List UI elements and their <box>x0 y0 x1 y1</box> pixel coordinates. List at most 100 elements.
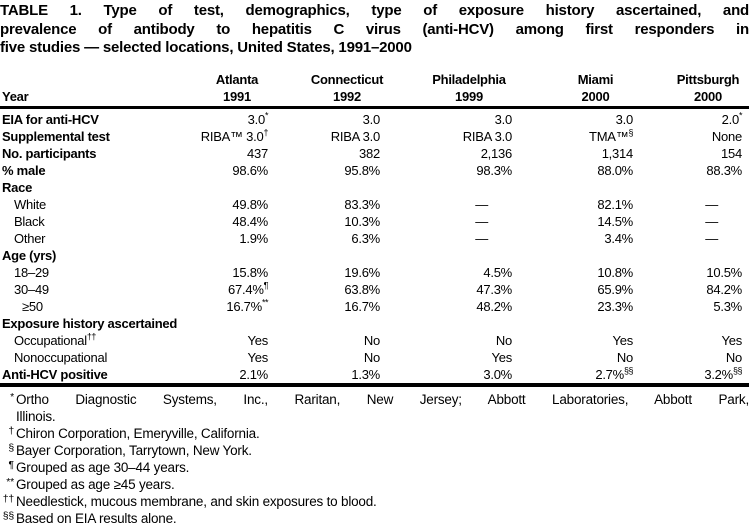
cell-value: 1.3% <box>280 365 392 387</box>
footnote-marker: †† <box>2 492 14 505</box>
cell-value: 98.3% <box>476 162 512 178</box>
row-label: 30–49 <box>14 281 49 297</box>
cell-value: 14.5% <box>597 213 633 229</box>
table-row: Occupational†† Yes No No Yes Yes <box>0 332 749 349</box>
year-label: Year <box>0 87 172 109</box>
column-header-city: Connecticut <box>310 71 384 87</box>
cell-value: 2,136 <box>480 145 513 161</box>
column-header-city: Atlanta <box>215 71 259 87</box>
column-header-city: Philadelphia <box>432 71 506 87</box>
table-row: 30–49 67.4%¶ 63.8% 47.3% 65.9% 84.2% <box>0 281 749 298</box>
footnote-marker: † <box>8 424 14 437</box>
cell-value: 3.0 <box>362 111 381 127</box>
cell-value: 3.0% <box>392 365 524 387</box>
cell-value: — <box>705 196 718 212</box>
cell-value: 98.6% <box>232 162 268 178</box>
footnote-text: Based on EIA results alone. <box>16 510 177 526</box>
cell-value: No <box>495 332 512 348</box>
table-row: Black 48.4% 10.3% — 14.5% — <box>0 213 749 230</box>
cell-value: No <box>363 332 380 348</box>
cell-value: — <box>705 213 718 229</box>
cell-value: 65.9% <box>597 281 633 297</box>
cell-value: 3.2%§§ <box>645 365 749 387</box>
table-row: Race <box>0 179 749 196</box>
cell-value: 15.8% <box>232 264 268 280</box>
cell-value: 6.3% <box>351 230 380 246</box>
table-title-line-3: five studies — selected locations, Unite… <box>0 39 412 56</box>
table-row: No. participants 437 382 2,136 1,314 154 <box>0 145 749 162</box>
row-label: Occupational†† <box>14 331 96 348</box>
cell-value <box>280 315 392 332</box>
footnote-marker: * <box>10 390 14 403</box>
footnote-marker: § <box>8 441 14 454</box>
empty-corner-cell <box>0 69 172 88</box>
footnote: ¶ Grouped as age 30–44 years. <box>0 459 749 476</box>
row-label: % male <box>2 162 46 178</box>
cell-value: RIBA™ 3.0† <box>200 127 269 144</box>
cell-value <box>392 315 524 332</box>
row-label: ≥50 <box>22 298 43 314</box>
cell-value: No <box>616 349 633 365</box>
footnote-text: Ortho Diagnostic Systems, Inc., Raritan,… <box>16 391 749 424</box>
footnotes: * Ortho Diagnostic Systems, Inc., Raritan… <box>0 391 749 527</box>
cell-value: 63.8% <box>344 281 380 297</box>
footnote: †† Needlestick, mucous membrane, and skin… <box>0 493 749 510</box>
cell-value: RIBA 3.0 <box>462 128 513 144</box>
cell-value <box>172 247 280 264</box>
table-row: EIA for anti-HCV 3.0* 3.0 3.0 3.0 2.0* <box>0 107 749 128</box>
cell-value: Yes <box>247 349 269 365</box>
row-label: EIA for anti-HCV <box>2 111 99 127</box>
cell-value: 5.3% <box>713 298 742 314</box>
cell-value: — <box>475 230 488 246</box>
cell-value: 10.3% <box>344 213 380 229</box>
cell-value: 23.3% <box>597 298 633 314</box>
cell-value: 95.8% <box>344 162 380 178</box>
row-label: Exposure history ascertained <box>2 315 178 331</box>
cell-value <box>172 315 280 332</box>
table-row: Other 1.9% 6.3% — 3.4% — <box>0 230 749 247</box>
footnote-marker: ¶ <box>8 458 15 471</box>
footnote-marker: §§ <box>2 509 14 522</box>
cell-value: 88.3% <box>706 162 742 178</box>
table-row: White 49.8% 83.3% — 82.1% — <box>0 196 749 213</box>
row-label: No. participants <box>2 145 97 161</box>
footnote-text: Grouped as age ≥45 years. <box>16 476 175 492</box>
column-header-year: 1991 <box>172 87 280 109</box>
table-row: 18–29 15.8% 19.6% 4.5% 10.8% 10.5% <box>0 264 749 281</box>
cell-value: TMA™§ <box>589 127 633 144</box>
cell-value: 84.2% <box>706 281 742 297</box>
cell-value: No <box>363 349 380 365</box>
cell-value: 19.6% <box>344 264 380 280</box>
table-title-line-1: TABLE 1. Type of test, demographics, typ… <box>0 2 749 19</box>
footnote-text: Bayer Corporation, Tarrytown, New York. <box>16 442 252 458</box>
column-header-year: 2000 <box>524 87 645 109</box>
cell-value: 10.5% <box>706 264 742 280</box>
footnote-text: Needlestick, mucous membrane, and skin e… <box>16 493 377 509</box>
cell-value: 83.3% <box>344 196 380 212</box>
cell-value: 10.8% <box>597 264 633 280</box>
row-label: 18–29 <box>14 264 49 280</box>
cell-value: 3.0* <box>247 110 269 127</box>
cell-value: RIBA 3.0 <box>330 128 381 144</box>
row-label: Black <box>14 213 45 229</box>
row-label: Nonoccupational <box>14 349 108 365</box>
footnote-text: Grouped as age 30–44 years. <box>16 459 190 475</box>
cell-value: 382 <box>359 145 380 161</box>
table-row: Age (yrs) <box>0 247 749 264</box>
cell-value: — <box>475 196 488 212</box>
cell-value: 3.4% <box>604 230 633 246</box>
cell-value <box>280 179 392 196</box>
cell-value: 47.3% <box>476 281 512 297</box>
cell-value: 1.9% <box>239 230 268 246</box>
cell-value: 16.7%** <box>226 297 268 314</box>
table-row: Anti-HCV positive 2.1% 1.3% 3.0% 2.7%§§ 3.2%§… <box>0 365 749 387</box>
cell-value: 437 <box>247 145 268 161</box>
cell-value <box>645 315 749 332</box>
footnote-marker: ** <box>6 475 14 488</box>
cell-value: None <box>711 128 742 144</box>
cell-value: No <box>725 349 742 365</box>
cell-value: — <box>475 213 488 229</box>
row-label: White <box>14 196 46 212</box>
cell-value: 16.7% <box>344 298 380 314</box>
city-header-row: Atlanta Connecticut Philadelphia Miami P… <box>0 69 749 88</box>
